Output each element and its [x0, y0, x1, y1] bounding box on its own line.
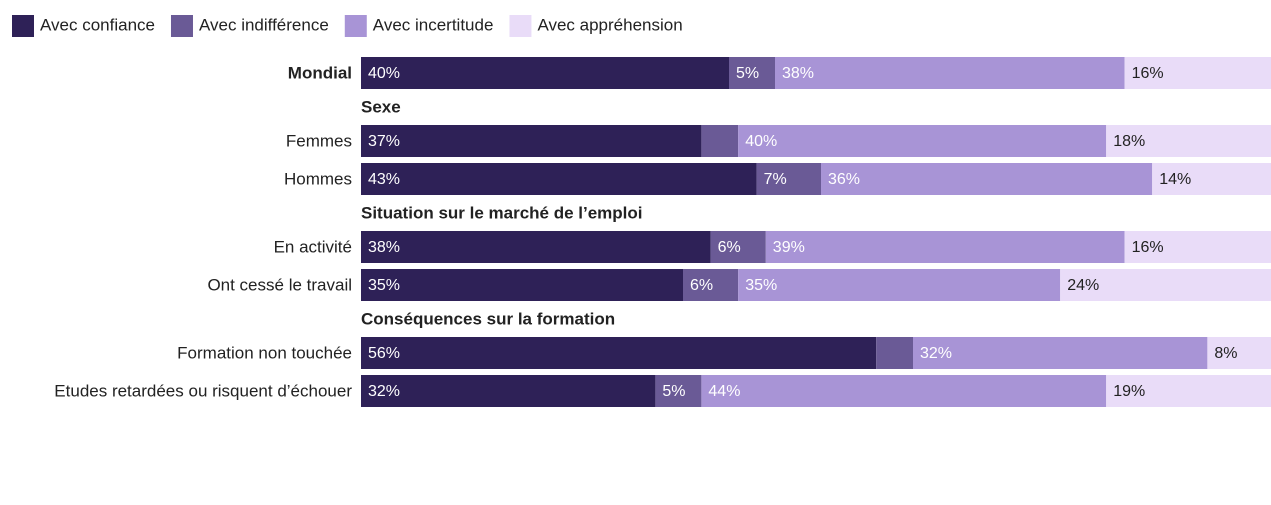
category-label: Femmes	[286, 131, 352, 150]
category-label: Etudes retardées ou risquent d’échouer	[54, 381, 352, 400]
value-label: 39%	[773, 239, 805, 256]
value-label: 43%	[368, 171, 400, 188]
legend-swatch	[344, 15, 367, 37]
bar-segment	[361, 337, 877, 369]
bar-segment	[361, 57, 729, 89]
bar-segment	[876, 337, 913, 369]
bar-segment	[775, 57, 1125, 89]
legend-label: Avec indifférence	[199, 15, 329, 34]
value-label: 40%	[745, 133, 777, 150]
value-label: 40%	[368, 65, 400, 82]
bar-segment	[1152, 163, 1271, 195]
legend-swatch	[12, 15, 34, 37]
value-label: 16%	[1132, 65, 1164, 82]
bar-segment	[913, 337, 1208, 369]
bar-segment	[1124, 57, 1271, 89]
bar-segment	[710, 231, 766, 263]
value-label: 44%	[708, 383, 740, 400]
value-label: 19%	[1113, 383, 1145, 400]
value-label: 16%	[1132, 239, 1164, 256]
bar-segment	[361, 125, 702, 157]
legend-swatch	[170, 15, 193, 37]
value-label: 24%	[1067, 277, 1099, 294]
bar-segment	[361, 375, 656, 407]
category-label: En activité	[274, 237, 352, 256]
bar-segment	[738, 125, 1107, 157]
bar-segment	[1124, 231, 1271, 263]
group-title: Situation sur le marché de l’emploi	[361, 203, 643, 222]
bar-segment	[1106, 375, 1271, 407]
value-label: 7%	[764, 171, 787, 188]
value-label: 6%	[690, 277, 713, 294]
category-label: Formation non touchée	[177, 343, 352, 362]
group-title: Conséquences sur la formation	[361, 309, 615, 328]
bar-segment	[361, 269, 683, 301]
category-label: Hommes	[284, 169, 352, 188]
bar-segment	[821, 163, 1153, 195]
bar-segment	[1207, 337, 1271, 369]
value-label: 5%	[736, 65, 759, 82]
value-label: 56%	[368, 345, 400, 362]
bar-segment	[655, 375, 702, 407]
value-label: 32%	[368, 383, 400, 400]
legend-label: Avec appréhension	[537, 15, 682, 34]
bar-segment	[765, 231, 1125, 263]
bar-segment	[1106, 125, 1271, 157]
bar-segment	[756, 163, 821, 195]
bar-segment	[701, 125, 739, 157]
value-label: 35%	[745, 277, 777, 294]
value-label: 6%	[718, 239, 741, 256]
value-label: 5%	[662, 383, 685, 400]
value-label: 18%	[1113, 133, 1145, 150]
legend-swatch	[509, 15, 532, 37]
value-label: 32%	[920, 345, 952, 362]
value-label: 8%	[1214, 345, 1237, 362]
bar-segment	[1060, 269, 1271, 301]
bar-segment	[361, 163, 757, 195]
bar-segment	[683, 269, 739, 301]
value-label: 36%	[828, 171, 860, 188]
bar-segment	[701, 375, 1107, 407]
bar-segment	[729, 57, 775, 89]
legend-label: Avec confiance	[40, 15, 155, 34]
bar-segment	[738, 269, 1061, 301]
bar-segment	[361, 231, 711, 263]
value-label: 38%	[782, 65, 814, 82]
value-label: 35%	[368, 277, 400, 294]
category-label: Mondial	[288, 63, 352, 82]
value-label: 38%	[368, 239, 400, 256]
group-title: Sexe	[361, 97, 401, 116]
value-label: 37%	[368, 133, 400, 150]
value-label: 14%	[1159, 171, 1191, 188]
legend-label: Avec incertitude	[373, 15, 494, 34]
category-label: Ont cessé le travail	[207, 275, 352, 294]
